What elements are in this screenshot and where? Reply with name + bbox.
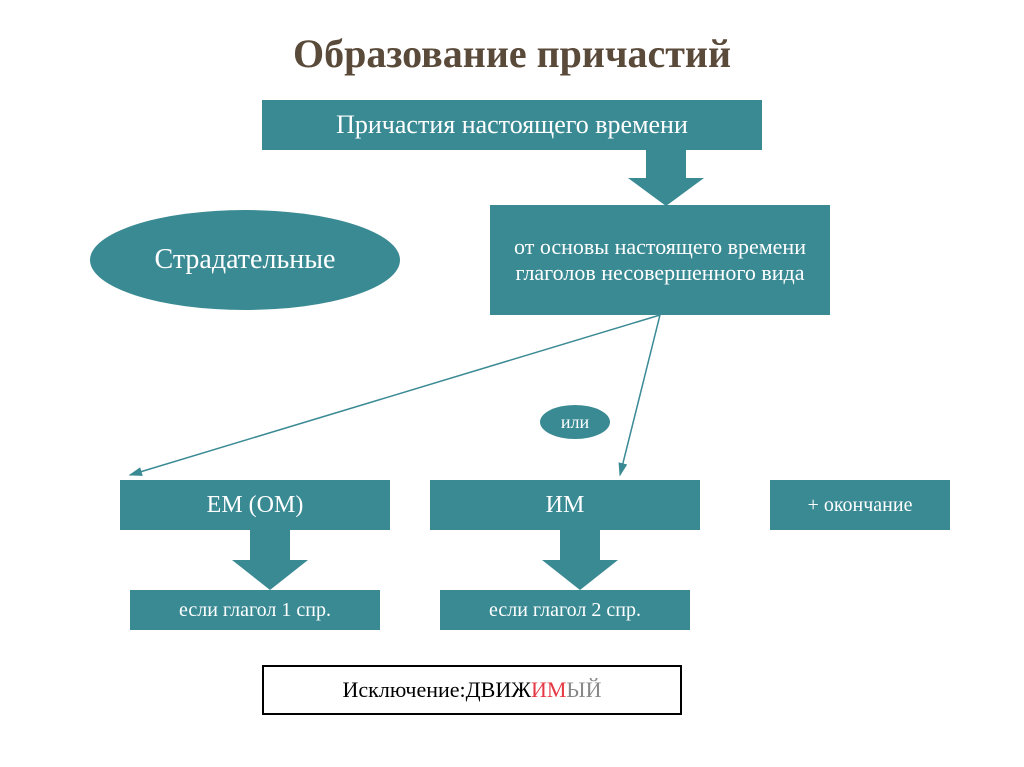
node-im: ИМ — [430, 480, 700, 530]
node-em-text: ЕМ (ОМ) — [207, 491, 304, 520]
exception-w1: ДВИЖ — [466, 677, 531, 703]
node-cond2-text: если глагол 2 спр. — [489, 598, 641, 622]
node-or: или — [540, 405, 610, 439]
node-source: от основы настоящего времени глаголов не… — [490, 205, 830, 315]
node-em: ЕМ (ОМ) — [120, 480, 390, 530]
title-text: Образование причастий — [293, 31, 731, 76]
arrow-head — [628, 178, 704, 206]
split-arrows — [120, 315, 840, 485]
node-source-text: от основы настоящего времени глаголов не… — [500, 234, 820, 287]
arrow-em-to-cond1 — [232, 530, 308, 590]
arrow-head — [542, 560, 618, 590]
arrow-shaft — [560, 530, 600, 560]
node-ending-text: + окончание — [808, 493, 913, 517]
arrow-im-to-cond2 — [542, 530, 618, 590]
exception-w3: ЫЙ — [566, 677, 601, 703]
node-passive: Страдательные — [90, 210, 400, 310]
line-to-im — [620, 315, 660, 475]
node-im-text: ИМ — [546, 491, 585, 520]
node-cond2: если глагол 2 спр. — [440, 590, 690, 630]
exception-box: Исключение: ДВИЖ ИМ ЫЙ — [262, 665, 682, 715]
arrow-shaft — [646, 150, 686, 178]
node-cond1-text: если глагол 1 спр. — [179, 598, 331, 622]
node-cond1: если глагол 1 спр. — [130, 590, 380, 630]
arrow-header-to-source — [628, 150, 704, 206]
node-or-text: или — [561, 412, 589, 433]
node-header: Причастия настоящего времени — [262, 100, 762, 150]
node-ending: + окончание — [770, 480, 950, 530]
arrow-shaft — [250, 530, 290, 560]
page-title: Образование причастий — [0, 30, 1024, 77]
node-header-text: Причастия настоящего времени — [336, 109, 688, 140]
arrow-head — [232, 560, 308, 590]
line-to-em — [130, 315, 660, 475]
node-passive-text: Страдательные — [155, 244, 336, 276]
exception-mid: ИМ — [531, 677, 566, 703]
exception-label: Исключение: — [343, 677, 466, 703]
